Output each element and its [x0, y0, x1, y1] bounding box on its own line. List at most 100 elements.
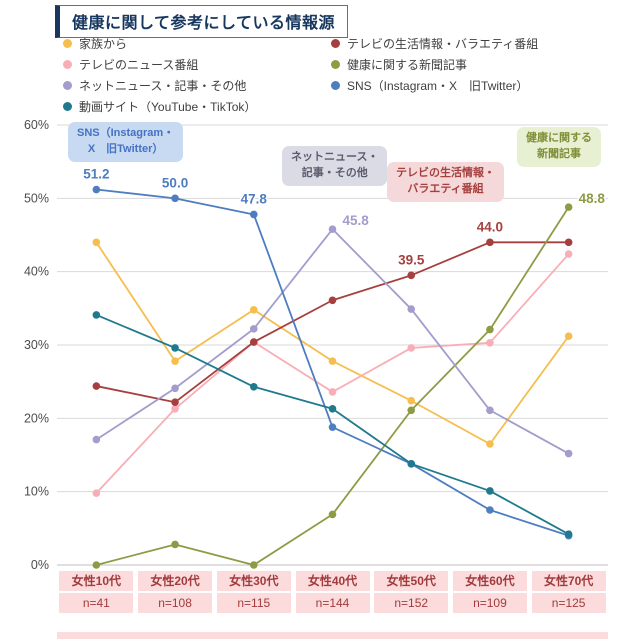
data-point-marker [486, 325, 494, 334]
data-point-marker [328, 388, 337, 396]
legend: 家族からテレビのニュース番組ネットニュース・記事・その他 動画サイト（YouTub… [63, 35, 538, 115]
x-axis-sample-size-label: n=144 [295, 593, 370, 613]
legend-item: テレビのニュース番組 [63, 56, 331, 73]
x-axis-category-label: 女性20代 [138, 571, 213, 591]
chart-title-text: 健康に関して参考にしている情報源 [72, 15, 336, 32]
y-axis-tick-label: 50% [24, 191, 49, 205]
annotation-line: 新聞記事 [537, 147, 581, 160]
data-point-marker [486, 440, 494, 448]
data-point-marker [171, 194, 179, 203]
data-point-marker [407, 305, 416, 313]
data-point-marker [249, 561, 258, 569]
data-point-marker [171, 405, 179, 413]
data-point-marker [564, 332, 573, 341]
legend-marker-icon [331, 39, 340, 48]
legend-label: 動画サイト（YouTube・TikTok） [79, 100, 257, 114]
data-label: 48.8 [579, 191, 606, 206]
x-axis-sample-size-label: n=125 [531, 593, 606, 613]
data-point-marker [328, 357, 337, 365]
data-point-marker [564, 238, 573, 247]
data-point-marker [249, 325, 258, 333]
data-point-marker [171, 540, 179, 549]
legend-label: 健康に関する新聞記事 [347, 58, 468, 72]
y-axis-tick-label: 60% [24, 118, 49, 132]
x-axis-sample-size-label: n=108 [138, 593, 213, 613]
legend-item: SNS（Instagram・X 旧Twitter） [331, 77, 538, 94]
data-point-marker [486, 238, 494, 247]
data-point-marker [171, 344, 179, 352]
legend-item: ネットニュース・記事・その他 [63, 77, 331, 94]
legend-marker-icon [331, 60, 340, 69]
x-axis-category-label: 女性10代 [59, 571, 134, 591]
data-label: 45.8 [343, 213, 370, 228]
annotation-line: バラエティ番組 [407, 182, 484, 195]
data-point-marker [407, 344, 416, 352]
x-axis-sample-size-label: n=115 [216, 593, 291, 613]
y-axis-tick-label: 40% [24, 265, 49, 279]
annotation-netnews: ネットニュース・ 記事・その他 [282, 146, 388, 186]
data-point-marker [328, 225, 337, 233]
annotation-line: テレビの生活情報・ [396, 167, 495, 179]
series-line [95, 228, 570, 455]
legend-marker-icon [63, 81, 72, 90]
data-point-marker [249, 338, 258, 346]
data-point-marker [171, 398, 179, 407]
legend-label: テレビの生活情報・バラエティ番組 [347, 37, 539, 51]
x-axis-category-label: 女性60代 [452, 571, 527, 591]
y-axis-tick-label: 10% [24, 485, 49, 499]
data-point-marker [92, 311, 101, 319]
legend-label: ネットニュース・記事・その他 [79, 79, 247, 93]
data-label: 44.0 [477, 219, 503, 234]
data-point-marker [486, 339, 494, 347]
x-axis-category-label: 女性70代 [531, 571, 606, 591]
data-label: 50.0 [162, 175, 188, 190]
annotation-line: ネットニュース・ [291, 151, 379, 163]
x-axis-category-label: 女性40代 [295, 571, 370, 591]
legend-marker-icon [63, 60, 72, 69]
data-point-marker [486, 406, 494, 415]
data-point-marker [407, 406, 416, 415]
x-axis-category-label: 女性50代 [374, 571, 449, 591]
legend-label: テレビのニュース番組 [79, 58, 199, 72]
data-point-marker [564, 203, 573, 211]
legend-item: 動画サイト（YouTube・TikTok） [63, 98, 331, 115]
data-label: 47.8 [241, 191, 268, 206]
annotation-line: 記事・その他 [301, 166, 368, 179]
legend-marker-icon [63, 39, 72, 48]
legend-item: テレビの生活情報・バラエティ番組 [331, 35, 538, 52]
annotation-tv-variety: テレビの生活情報・ バラエティ番組 [387, 162, 504, 202]
legend-marker-icon [63, 102, 72, 111]
data-point-marker [328, 405, 337, 413]
data-point-marker [92, 489, 101, 497]
legend-label: SNS（Instagram・X 旧Twitter） [347, 79, 529, 93]
y-axis-tick-label: 30% [24, 338, 49, 352]
data-label: 51.2 [83, 167, 109, 182]
data-point-marker [92, 435, 101, 444]
data-point-marker [92, 238, 101, 247]
data-point-marker [328, 510, 337, 519]
annotation-line: 健康に関する [526, 132, 592, 144]
data-point-marker [328, 423, 337, 431]
x-axis-category-label: 女性30代 [216, 571, 291, 591]
annotation-line: X 旧Twitter） [87, 142, 164, 155]
data-label: 39.5 [398, 252, 425, 267]
legend-item: 健康に関する新聞記事 [331, 56, 538, 73]
data-point-marker [92, 561, 101, 569]
data-point-marker [92, 382, 101, 390]
data-point-marker [249, 210, 258, 219]
data-point-marker [328, 296, 337, 305]
data-point-marker [486, 487, 494, 495]
annotation-sns: SNS（Instagram・ X 旧Twitter） [68, 122, 184, 162]
data-point-marker [171, 384, 179, 393]
data-point-marker [564, 250, 573, 258]
data-point-marker [407, 460, 416, 468]
legend-label: 家族から [79, 37, 128, 51]
data-point-marker [564, 449, 573, 458]
legend-column-left: 家族からテレビのニュース番組ネットニュース・記事・その他 動画サイト（YouTub… [63, 35, 331, 115]
annotation-newspaper: 健康に関する 新聞記事 [517, 127, 601, 167]
data-point-marker [92, 185, 101, 194]
data-point-marker [407, 271, 416, 280]
